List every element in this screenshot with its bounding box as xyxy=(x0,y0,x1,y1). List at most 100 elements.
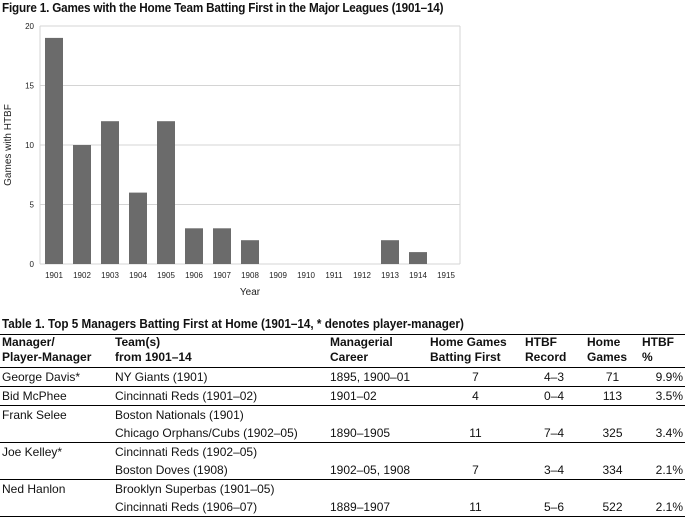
bar xyxy=(241,240,259,264)
header-manager: Manager/Player-Manager xyxy=(0,334,113,368)
hgbf-cell xyxy=(428,406,523,425)
pct-cell: 2.1% xyxy=(640,461,685,480)
figure-title: Figure 1. Games with the Home Team Batti… xyxy=(2,0,444,15)
manager-cell: Ned Hanlon xyxy=(2,482,66,496)
career-cell: 1895, 1900–01 xyxy=(328,367,428,387)
record-cell xyxy=(523,406,585,425)
team-cell: Boston Nationals (1901) xyxy=(115,408,244,422)
career-cell xyxy=(328,443,428,462)
record-cell xyxy=(523,480,585,499)
x-tick-label: 1905 xyxy=(157,271,175,280)
record-cell: 0–4 xyxy=(523,386,585,406)
hgbf-cell: 11 xyxy=(428,498,523,517)
x-tick-label: 1914 xyxy=(409,271,427,280)
hgbf-cell: 11 xyxy=(428,424,523,443)
managers-table: Manager/Player-Manager Team(s) from 1901–… xyxy=(0,334,685,517)
bar xyxy=(381,240,399,264)
games-cell: 325 xyxy=(585,424,640,443)
manager-cell xyxy=(0,461,113,480)
y-tick-label: 20 xyxy=(25,22,34,31)
career-cell xyxy=(328,480,428,499)
pct-cell xyxy=(640,480,685,499)
hgbf-cell: 4 xyxy=(428,386,523,406)
pct-cell: 2.1% xyxy=(640,498,685,517)
team-cell: Cincinnati Reds (1902–05) xyxy=(115,445,258,459)
games-cell: 522 xyxy=(585,498,640,517)
games-cell xyxy=(585,480,640,499)
manager-cell: Bid McPhee xyxy=(0,386,113,406)
x-tick-label: 1909 xyxy=(269,271,287,280)
record-cell: 7–4 xyxy=(523,424,585,443)
team-cell: NY Giants (1901) xyxy=(113,367,328,387)
games-cell xyxy=(585,406,640,425)
table-title: Table 1. Top 5 Managers Batting First at… xyxy=(2,316,464,331)
y-axis-label: Games with HTBF xyxy=(3,104,14,186)
x-tick-label: 1901 xyxy=(45,271,63,280)
pct-cell xyxy=(640,406,685,425)
table-row: Joe Kelley* Cincinnati Reds (1902–05) xyxy=(0,443,685,462)
hgbf-cell xyxy=(428,480,523,499)
x-tick-label: 1903 xyxy=(101,271,119,280)
games-cell: 71 xyxy=(585,367,640,387)
hgbf-cell: 7 xyxy=(428,461,523,480)
table-row: Ned Hanlon Brooklyn Superbas (1901–05) xyxy=(0,480,685,499)
career-cell xyxy=(328,406,428,425)
header-htbf-pct: HTBF% xyxy=(640,334,685,368)
y-tick-label: 0 xyxy=(30,260,35,269)
pct-cell: 3.4% xyxy=(640,424,685,443)
pct-cell: 9.9% xyxy=(640,367,685,387)
bar xyxy=(129,192,147,264)
x-tick-label: 1907 xyxy=(213,271,231,280)
header-home-games: Home Games xyxy=(585,334,640,368)
team-cell: Brooklyn Superbas (1901–05) xyxy=(115,482,275,496)
bar xyxy=(157,121,175,264)
hgbf-cell: 7 xyxy=(428,367,523,387)
x-tick-label: 1913 xyxy=(381,271,399,280)
manager-cell: Frank Selee xyxy=(2,408,67,422)
bar-chart: 0 5 10 15 20 1901 1902 1903 1904 1905 1906 1907 1908… xyxy=(3,22,461,298)
header-htbf-record: HTBF Record xyxy=(523,334,585,368)
table-row: Cincinnati Reds (1906–07) 1889–1907 11 5… xyxy=(0,498,685,517)
x-tick-label: 1904 xyxy=(129,271,147,280)
manager-cell: George Davis* xyxy=(0,367,113,387)
y-tick-label: 15 xyxy=(25,82,34,91)
manager-cell xyxy=(0,498,113,517)
team-cell: Chicago Orphans/Cubs (1902–05) xyxy=(113,424,328,443)
bar xyxy=(213,228,231,264)
table-header-row: Manager/Player-Manager Team(s) from 1901–… xyxy=(0,334,685,368)
bar xyxy=(185,228,203,264)
hgbf-cell xyxy=(428,443,523,462)
bar xyxy=(101,121,119,264)
bar xyxy=(73,145,91,264)
career-cell: 1889–1907 xyxy=(328,498,428,517)
manager-cell xyxy=(0,424,113,443)
pct-cell: 3.5% xyxy=(640,386,685,406)
y-tick-label: 5 xyxy=(30,201,35,210)
x-tick-label: 1908 xyxy=(241,271,259,280)
x-tick-label: 1910 xyxy=(297,271,315,280)
table-row: George Davis* NY Giants (1901) 1895, 190… xyxy=(0,367,685,387)
header-teams: Team(s) from 1901–14 xyxy=(113,334,328,368)
record-cell: 5–6 xyxy=(523,498,585,517)
career-cell: 1902–05, 1908 xyxy=(328,461,428,480)
pct-cell xyxy=(640,443,685,462)
team-cell: Cincinnati Reds (1906–07) xyxy=(113,498,328,517)
header-home-games-batting-first: Home Games Batting First xyxy=(428,334,523,368)
y-tick-label: 10 xyxy=(25,141,34,150)
x-tick-label: 1911 xyxy=(325,271,343,280)
record-cell xyxy=(523,443,585,462)
games-cell: 334 xyxy=(585,461,640,480)
manager-cell: Joe Kelley* xyxy=(2,445,63,459)
x-tick-label: 1912 xyxy=(353,271,371,280)
record-cell: 3–4 xyxy=(523,461,585,480)
x-axis-label: Year xyxy=(240,287,261,298)
table-row: Frank Selee Boston Nationals (1901) xyxy=(0,406,685,425)
games-cell xyxy=(585,443,640,462)
bar xyxy=(409,252,427,264)
career-cell: 1901–02 xyxy=(328,386,428,406)
table-row: Chicago Orphans/Cubs (1902–05) 1890–1905… xyxy=(0,424,685,443)
table-row: Bid McPhee Cincinnati Reds (1901–02) 190… xyxy=(0,386,685,406)
games-cell: 113 xyxy=(585,386,640,406)
x-tick-label: 1902 xyxy=(73,271,91,280)
x-tick-label: 1906 xyxy=(185,271,203,280)
